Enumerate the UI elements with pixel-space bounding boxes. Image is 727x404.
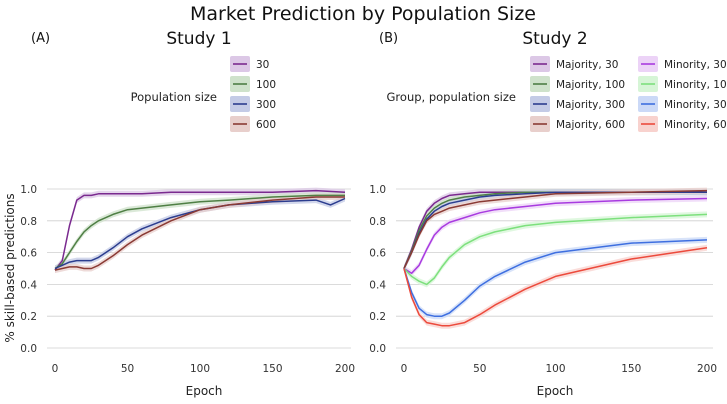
band-600 <box>55 194 345 274</box>
series-line-minority-30 <box>403 197 708 275</box>
legend-label: Minority, 600 <box>664 119 727 131</box>
y-tick-label: 0.6 <box>20 248 37 260</box>
series-line-majority-600 <box>403 189 708 269</box>
legend-item-majority-300: Majority, 300 <box>530 96 625 112</box>
x-tick-label: 200 <box>697 363 717 375</box>
legend-title-study-2: Group, population size <box>387 90 516 104</box>
legend-label: Minority, 30 <box>664 59 727 71</box>
legend-label: Majority, 300 <box>556 99 625 111</box>
series-lines-study-2 <box>403 189 708 327</box>
y-tick-label: 0.2 <box>20 311 37 323</box>
legend-item-minority-30: Minority, 30 <box>638 56 727 72</box>
legend-item-300: 300 <box>230 96 276 112</box>
x-tick-label: 100 <box>545 363 565 375</box>
y-axis-label: % skill-based predictions <box>3 193 17 342</box>
legend-label: 300 <box>256 99 276 111</box>
y-tick-label: 1.0 <box>369 184 386 196</box>
band-minority-100 <box>404 211 707 288</box>
legend-label: 600 <box>256 119 276 131</box>
legend-item-minority-600: Minority, 600 <box>638 116 727 132</box>
legend-label: 100 <box>256 79 276 91</box>
legend-item-100: 100 <box>230 76 276 92</box>
panel-study-1: (A) Study 1 Population size 30100300600 … <box>3 29 355 398</box>
x-tick-label: 200 <box>335 363 355 375</box>
x-tick-label: 50 <box>121 363 134 375</box>
study-2-title: Study 2 <box>522 29 587 49</box>
y-ticks-study-1: 0.0 0.2 0.4 0.6 0.8 1.0 <box>20 184 37 355</box>
y-tick-label: 0.6 <box>369 248 386 260</box>
x-ticks-study-1: 0 50 100 150 200 <box>52 363 355 375</box>
series-line-majority-300 <box>403 191 707 269</box>
x-ticks-study-2: 0 50 100 150 200 <box>401 363 717 375</box>
x-tick-label: 150 <box>621 363 641 375</box>
series-line-600 <box>54 196 345 271</box>
legend-item-30: 30 <box>230 56 269 72</box>
series-line-minority-600 <box>403 247 708 327</box>
legend-study-1: 30 100 300 600 <box>230 56 276 132</box>
band-minority-600 <box>404 244 707 329</box>
legend-title-study-1: Population size <box>131 90 217 104</box>
x-tick-label: 0 <box>401 363 408 375</box>
figure-title: Market Prediction by Population Size <box>190 3 536 25</box>
y-tick-label: 0.2 <box>369 311 386 323</box>
y-ticks-study-2: 0.0 0.2 0.4 0.6 0.8 1.0 <box>369 184 386 355</box>
legend-label: Majority, 100 <box>556 79 625 91</box>
legend-label: Majority, 30 <box>556 59 618 71</box>
band-minority-30 <box>404 195 707 277</box>
panel-label-a: (A) <box>31 31 50 46</box>
series-line-minority-300 <box>403 239 708 317</box>
series-line-100 <box>54 194 345 270</box>
series-line-30 <box>54 189 346 271</box>
x-tick-label: 100 <box>190 363 210 375</box>
series-lines-study-1 <box>54 189 346 271</box>
panel-label-b: (B) <box>379 31 398 46</box>
legend-item-majority-600: Majority, 600 <box>530 116 625 132</box>
y-tick-label: 0.8 <box>20 216 37 228</box>
x-axis-label-study-1: Epoch <box>186 384 223 398</box>
legend-item-600: 600 <box>230 116 276 132</box>
legend-label: 30 <box>256 59 269 71</box>
y-tick-label: 0.8 <box>369 216 386 228</box>
y-tick-label: 1.0 <box>20 184 37 196</box>
legend-item-minority-100: Minority, 100 <box>638 76 727 92</box>
series-line-300 <box>54 197 346 270</box>
x-tick-label: 150 <box>262 363 282 375</box>
study-1-title: Study 1 <box>166 29 231 49</box>
y-tick-label: 0.4 <box>20 279 37 291</box>
legend-label: Majority, 600 <box>556 119 625 131</box>
legend-study-2: Majority, 30 Majority, 100 Majority, 300 Ma… <box>530 56 727 132</box>
panel-study-2: (B) Study 2 Group, population size Major… <box>369 29 727 398</box>
x-axis-label-study-2: Epoch <box>537 384 574 398</box>
band-100 <box>55 192 345 272</box>
series-line-minority-100 <box>403 213 708 286</box>
legend-label: Minority, 300 <box>664 99 727 111</box>
x-tick-label: 50 <box>473 363 486 375</box>
legend-item-majority-100: Majority, 100 <box>530 76 625 92</box>
x-tick-label: 0 <box>52 363 59 375</box>
legend-label: Minority, 100 <box>664 79 727 91</box>
legend-item-minority-300: Minority, 300 <box>638 96 727 112</box>
legend-item-majority-30: Majority, 30 <box>530 56 618 72</box>
y-tick-label: 0.0 <box>369 343 386 355</box>
y-tick-label: 0.0 <box>20 343 37 355</box>
y-tick-label: 0.4 <box>369 279 386 291</box>
